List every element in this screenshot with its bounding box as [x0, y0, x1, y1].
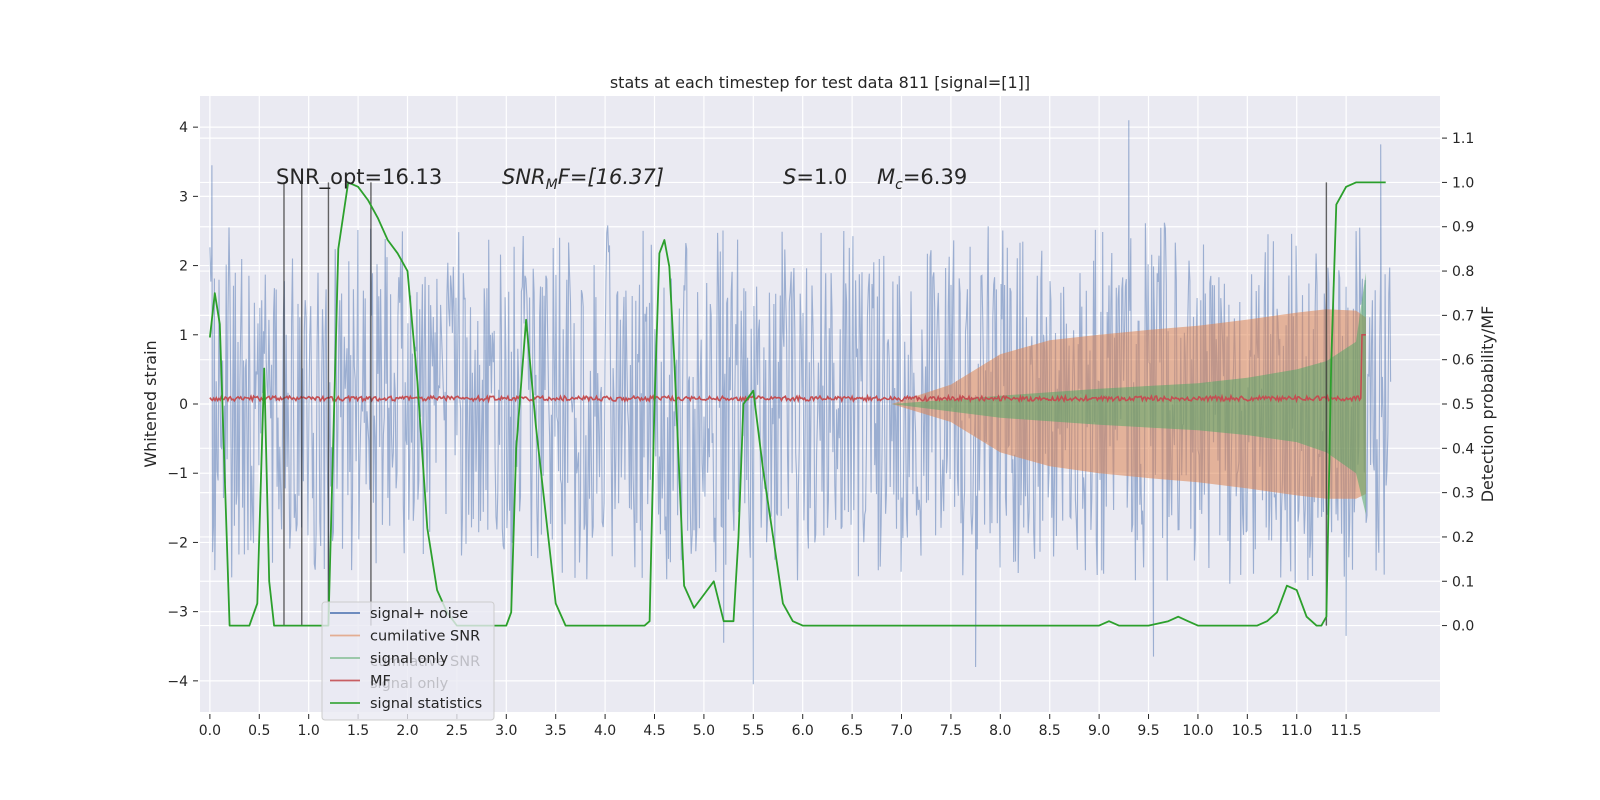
y-tick-label-left: 2 [179, 259, 188, 275]
annotation-s: S=1.0 [783, 165, 847, 189]
x-tick-label: 1.0 [298, 723, 320, 739]
y-tick-label-right: 0.8 [1452, 264, 1474, 280]
x-tick-label: 2.5 [446, 723, 468, 739]
y-tick-label-right: 0.2 [1452, 530, 1474, 546]
x-tick-label: 5.0 [693, 723, 715, 739]
legend-label: MF [370, 674, 391, 690]
series-mf [209, 334, 1366, 404]
x-tick-label: 0.0 [199, 723, 221, 739]
annotation-snr-opt: SNR_opt=16.13 [276, 165, 442, 190]
x-tick-label: 8.5 [1039, 723, 1061, 739]
x-tick-label: 6.0 [792, 723, 814, 739]
x-tick-label: 3.0 [495, 723, 517, 739]
annotation-s-var: S [783, 165, 796, 189]
y-axis-label-left: Whitened strain [141, 340, 160, 467]
annotation-mc-sub: c [895, 177, 903, 193]
y-axis-label-right: Detection probability/MF [1478, 306, 1497, 503]
x-tick-label: 2.0 [396, 723, 418, 739]
legend-label: signal only [370, 651, 449, 667]
x-tick-label: 11.5 [1331, 723, 1362, 739]
x-tick-label: 5.5 [742, 723, 764, 739]
x-tick-label: 6.5 [841, 723, 863, 739]
y-tick-label-right: 1.0 [1452, 175, 1474, 191]
x-tick-label: 9.0 [1088, 723, 1110, 739]
annotation-snr-mf-sub: M [546, 177, 558, 193]
legend-label: cumilative SNR [370, 629, 480, 645]
y-tick-label-left: 4 [179, 120, 188, 136]
y-tick-label-right: 0.9 [1452, 220, 1474, 236]
y-tick-label-left: −3 [167, 605, 188, 621]
annotation-snr-mf-suffix: F=[16.37] [558, 165, 664, 189]
annotation-snr-mf: SNRMF=[16.37] [502, 165, 664, 193]
legend-label: signal statistics [370, 696, 482, 712]
y-tick-label-right: 0.0 [1452, 619, 1474, 635]
x-tick-label: 7.5 [940, 723, 962, 739]
legend-ghost-1: cumilative SNR [370, 654, 480, 670]
x-tick-label: 3.5 [545, 723, 567, 739]
x-tick-label: 8.0 [989, 723, 1011, 739]
x-tick-label: 1.5 [347, 723, 369, 739]
x-tick-label: 7.0 [890, 723, 912, 739]
series-signal-statistics [209, 181, 1386, 627]
x-tick-label: 11.0 [1281, 723, 1312, 739]
x-tick-label: 10.5 [1232, 723, 1263, 739]
y-tick-label-right: 0.5 [1452, 397, 1474, 413]
x-tick-label: 4.0 [594, 723, 616, 739]
legend-label: signal+ noise [370, 606, 468, 622]
x-tick-label: 9.5 [1137, 723, 1159, 739]
annotation-snr-mf-prefix: SNR [502, 165, 546, 189]
y-tick-label-left: 3 [179, 189, 188, 205]
y-tick-label-left: −4 [167, 674, 188, 690]
y-tick-label-right: 0.7 [1452, 308, 1474, 324]
y-tick-label-left: −1 [167, 466, 188, 482]
legend-ghost-2: signal only [370, 676, 449, 692]
x-tick-label: 10.0 [1182, 723, 1213, 739]
y-tick-label-right: 0.1 [1452, 574, 1474, 590]
annotations: SNR_opt=16.13 SNRMF=[16.37] S=1.0 Mc=6.3… [276, 165, 967, 193]
y-tick-label-left: 0 [179, 397, 188, 413]
y-tick-label-right: 0.6 [1452, 353, 1474, 369]
x-tick-label: 4.5 [643, 723, 665, 739]
y-tick-label-left: −2 [167, 535, 188, 551]
ticks: 0.0 0.5 1.0 1.5 2.0 2.5 3.0 3.5 4.0 4.5 5.0 5.5 6.0 6… [167, 120, 1474, 739]
chart-title: stats at each timestep for test data 811… [610, 73, 1030, 92]
series-layer [209, 120, 1392, 685]
annotation-mc-var: M [877, 165, 895, 189]
y-tick-label-right: 0.3 [1452, 486, 1474, 502]
annotation-s-value: =1.0 [796, 165, 847, 189]
y-tick-label-left: 1 [179, 328, 188, 344]
annotation-mc-value: =6.39 [903, 165, 967, 189]
series-signal-only [891, 272, 1366, 515]
legend-box [321, 601, 495, 721]
legend: cumilative SNR signal only signal+ noise… [321, 601, 495, 721]
y-tick-label-right: 0.4 [1452, 441, 1474, 457]
annotation-mc: Mc=6.39 [877, 165, 967, 193]
y-tick-label-right: 1.1 [1452, 131, 1474, 147]
x-tick-label: 0.5 [248, 723, 270, 739]
